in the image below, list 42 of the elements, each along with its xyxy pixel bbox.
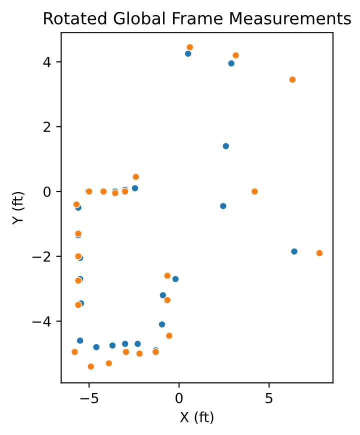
point bbox=[70, 348, 79, 356]
y-tick-label: 0 bbox=[44, 186, 51, 197]
point bbox=[184, 50, 192, 58]
point bbox=[100, 188, 108, 196]
point bbox=[186, 43, 194, 52]
x-tick-label: 5 bbox=[266, 392, 272, 404]
point bbox=[164, 272, 172, 280]
y-tick-label: −4 bbox=[32, 316, 51, 326]
point bbox=[250, 188, 259, 196]
chart-title: Rotated Global Frame Measurements bbox=[44, 12, 351, 25]
point bbox=[136, 350, 144, 358]
y-tick-label: −2 bbox=[32, 251, 50, 262]
point bbox=[158, 320, 166, 328]
point bbox=[134, 340, 142, 348]
x-tick-label: −5 bbox=[80, 392, 98, 404]
point bbox=[87, 362, 95, 370]
point bbox=[105, 360, 113, 368]
point bbox=[159, 291, 167, 300]
y-tick-label: 4 bbox=[43, 56, 51, 68]
point bbox=[165, 332, 174, 340]
x-axis-title: X (ft) bbox=[180, 412, 214, 424]
point bbox=[164, 296, 172, 304]
point bbox=[121, 340, 129, 348]
point bbox=[132, 173, 140, 181]
point bbox=[219, 202, 228, 210]
point bbox=[72, 200, 80, 208]
point bbox=[92, 343, 100, 351]
point bbox=[290, 248, 298, 256]
point bbox=[122, 348, 130, 356]
point bbox=[227, 60, 236, 68]
x-tick-label: 0 bbox=[176, 392, 183, 404]
point bbox=[316, 249, 324, 257]
point bbox=[288, 76, 296, 84]
y-tick-label: 2 bbox=[44, 122, 50, 132]
point bbox=[222, 142, 230, 150]
point bbox=[76, 336, 84, 344]
point bbox=[172, 275, 180, 283]
point bbox=[108, 342, 116, 350]
point bbox=[74, 301, 82, 309]
point bbox=[232, 52, 240, 60]
y-axis-title: Y (ft) bbox=[12, 192, 24, 225]
point bbox=[131, 184, 139, 192]
